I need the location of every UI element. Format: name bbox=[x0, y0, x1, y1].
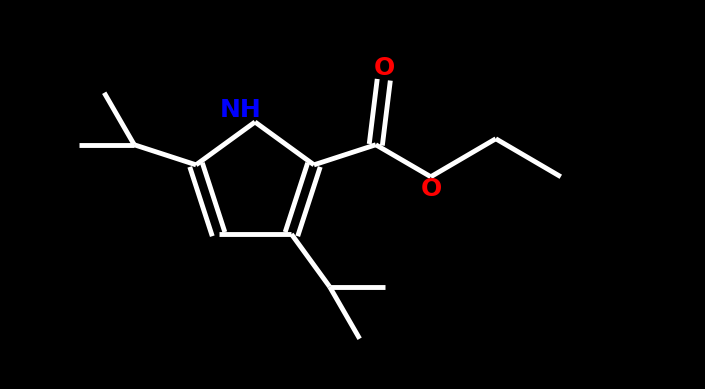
Text: O: O bbox=[421, 177, 443, 201]
Text: O: O bbox=[374, 56, 396, 80]
Text: NH: NH bbox=[220, 98, 262, 122]
